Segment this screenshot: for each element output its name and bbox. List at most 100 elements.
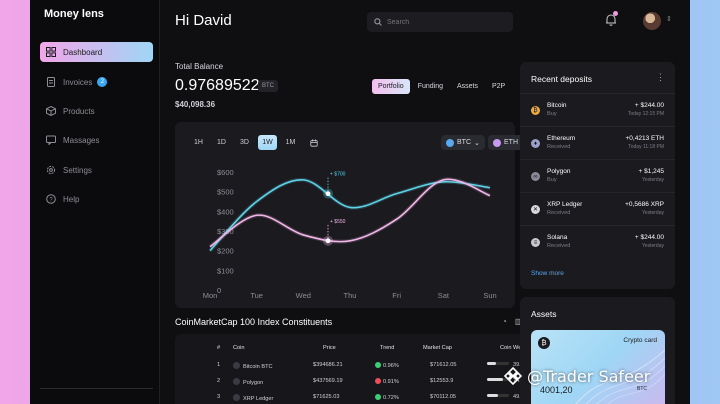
coin-icon	[233, 394, 240, 401]
search-input[interactable]	[387, 18, 497, 26]
weight-bar	[487, 394, 509, 397]
crypto-card[interactable]: ₿ Crypto card 4001,20 BTC	[531, 330, 665, 404]
sidebar-item-invoices[interactable]: Invoices 2	[40, 72, 153, 92]
row-trend: 0.72%	[375, 394, 399, 401]
deposit-coin-name: XRP Ledger	[547, 201, 583, 208]
assets-title: Assets	[531, 309, 557, 319]
annotation-point[interactable]	[325, 238, 331, 244]
row-rank: 1	[217, 362, 221, 368]
trend-dot	[375, 362, 381, 368]
balance-tabs: Portfolio Funding Assets P2P	[372, 79, 511, 94]
tab-portfolio[interactable]: Portfolio	[372, 79, 410, 94]
x-tick-label: Wed	[296, 291, 311, 300]
sidebar-item-products[interactable]: Products	[40, 101, 153, 121]
table-header: # Coin Price Trend Market Cap Coin Weigh…	[175, 342, 545, 358]
y-tick-label: $100	[217, 266, 234, 275]
deposit-row[interactable]: ♦ Ethereum Received +0,4213 ETH Today 11:18 …	[520, 126, 675, 159]
trend-dot	[375, 394, 381, 400]
coin-a-label: BTC	[457, 139, 471, 146]
watermark: @Trader Safeer	[503, 366, 650, 386]
deposit-amount: +0,4213 ETH	[625, 135, 664, 142]
coin-b-label: ETH	[504, 139, 518, 146]
ethereum-icon: ♦	[531, 139, 540, 148]
deposit-row[interactable]: ≡ Solana Received + $244.00 Yesterday	[520, 225, 675, 258]
x-tick-label: Thu	[344, 291, 357, 300]
balance-unit-badge: BTC	[258, 80, 278, 92]
crypto-card-label: Crypto card	[623, 337, 657, 344]
deposit-type: Received	[547, 243, 571, 249]
sidebar-item-label: Help	[63, 194, 80, 204]
deposit-time: Yesterday	[641, 210, 664, 216]
deposit-row[interactable]: ₿ Bitcoin Buy + $244.00 Today 12:15 PM	[520, 93, 675, 126]
column-header: Coin	[233, 345, 245, 351]
row-coin: Polygon	[233, 378, 263, 386]
column-header: Trend	[380, 345, 395, 351]
xrp-icon: ✕	[531, 205, 540, 214]
coin-a-select[interactable]: BTC ⌄	[441, 135, 485, 150]
search-box[interactable]	[367, 12, 513, 32]
pie-chart-icon[interactable]: ◔	[502, 317, 507, 326]
calendar-icon[interactable]	[304, 135, 323, 150]
deposits-title: Recent deposits	[531, 74, 592, 84]
sidebar-item-dashboard[interactable]: Dashboard	[40, 42, 153, 62]
bell-icon[interactable]	[604, 13, 618, 27]
deposit-row[interactable]: ✕ XRP Ledger Received +0,5686 XRP Yesterday	[520, 192, 675, 225]
annotation-point[interactable]	[325, 191, 331, 197]
sidebar-item-label: Invoices	[63, 77, 93, 87]
y-tick-label: $600	[217, 168, 234, 177]
avatar[interactable]	[643, 12, 661, 30]
tab-funding[interactable]: Funding	[417, 83, 443, 90]
page-greeting: Hi David	[175, 12, 232, 29]
range-1w-button[interactable]: 1W	[258, 135, 277, 150]
range-1d-button[interactable]: 1D	[217, 139, 226, 146]
bar-chart-icon[interactable]: ▥	[514, 317, 523, 326]
grid-icon	[46, 47, 56, 57]
series-line-btc[interactable]	[209, 179, 491, 252]
tab-assets[interactable]: Assets	[456, 83, 478, 90]
sidebar-item-massages[interactable]: Massages	[40, 130, 153, 150]
range-3d-button[interactable]: 3D	[240, 139, 249, 146]
index-table: # Coin Price Trend Market Cap Coin Weigh…	[175, 334, 545, 404]
tab-p2p[interactable]: P2P	[492, 83, 506, 90]
x-tick-label: Mon	[203, 291, 218, 300]
more-vertical-icon[interactable]: ⋮	[656, 72, 665, 82]
help-icon: ?	[46, 194, 56, 204]
range-1h-button[interactable]: 1H	[194, 139, 203, 146]
sidebar-item-help[interactable]: ? Help	[40, 189, 153, 209]
column-header: Coin Weight	[500, 345, 531, 351]
column-header: Market Cap	[423, 345, 452, 351]
show-more-link[interactable]: Show more	[531, 270, 564, 277]
chevron-updown-icon[interactable]: ⇕	[666, 16, 672, 23]
deposit-coin-name: Ethereum	[547, 135, 576, 142]
range-1m-button[interactable]: 1M	[285, 139, 296, 146]
column-header: #	[217, 345, 221, 351]
price-chart-card: 1H 1D 3D 1W 1M BTC ⌄ ETH ⌄ $600$500$400$…	[175, 122, 532, 308]
watermark-text: @Trader Safeer	[527, 366, 651, 386]
index-title: CoinMarketCap 100 Index Constituents	[175, 317, 333, 327]
deposit-type: Buy	[547, 111, 557, 117]
sidebar-item-label: Massages	[63, 135, 100, 145]
deposit-time: Yesterday	[641, 243, 664, 249]
card-wave-pattern	[575, 349, 665, 404]
y-tick-label: 0	[217, 286, 221, 295]
y-tick-label: $500	[217, 188, 234, 197]
row-coin: Bitcoin BTC	[233, 362, 273, 370]
sidebar-item-label: Dashboard	[63, 47, 103, 57]
x-tick-label: Sun	[483, 291, 496, 300]
invoice-icon	[47, 77, 55, 87]
row-market-cap: $70112.05	[430, 394, 457, 400]
search-icon	[374, 18, 382, 26]
row-market-cap: $12553.9	[430, 378, 454, 384]
row-price: $71625.03	[313, 394, 340, 400]
series-line-eth[interactable]	[209, 178, 491, 248]
sidebar-item-settings[interactable]: Settings	[40, 160, 153, 180]
column-header: Price	[323, 345, 336, 351]
message-icon	[46, 135, 56, 145]
deposit-row[interactable]: ∞ Polygon Buy + $1,245 Yesterday	[520, 159, 675, 192]
y-tick-label: $200	[217, 247, 234, 256]
crypto-card-unit: BTC	[637, 386, 647, 392]
